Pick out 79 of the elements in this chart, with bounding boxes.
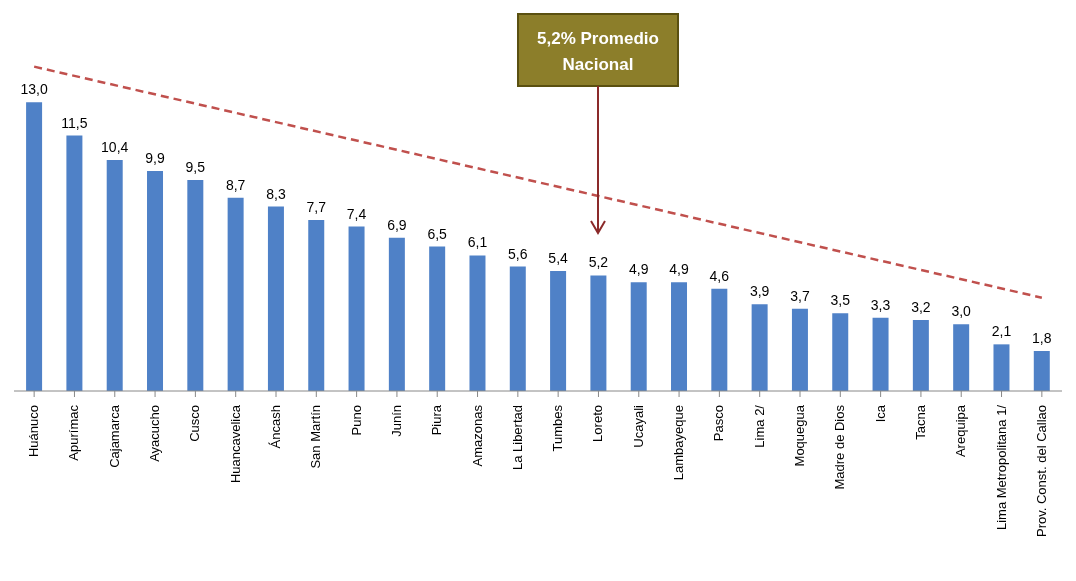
x-tick-label: Pasco xyxy=(711,405,727,442)
data-label: 3,0 xyxy=(951,303,972,320)
data-label: 9,5 xyxy=(185,158,206,175)
bar xyxy=(147,171,164,391)
bar xyxy=(953,324,970,391)
data-label: 11,5 xyxy=(61,114,88,131)
x-tick-label: Puno xyxy=(348,405,364,436)
bar xyxy=(550,271,567,391)
data-label: 3,9 xyxy=(749,283,770,300)
data-label: 9,9 xyxy=(145,150,165,167)
bar xyxy=(509,266,526,391)
data-label: 13,0 xyxy=(20,81,48,98)
x-tick-label: Arequipa xyxy=(953,404,969,458)
x-tick-label: Ayacucho xyxy=(147,405,163,462)
x-tick-label: Áncash xyxy=(268,405,283,449)
bar xyxy=(348,226,365,391)
bar xyxy=(711,288,728,391)
x-tick-label: Ica xyxy=(872,404,888,423)
x-tick-label: Ucayali xyxy=(630,404,646,448)
bar xyxy=(872,317,889,391)
bar xyxy=(630,282,647,391)
bar xyxy=(308,219,325,391)
data-label: 6,5 xyxy=(427,225,448,242)
data-label: 2,1 xyxy=(991,323,1012,340)
data-label: 10,4 xyxy=(101,138,129,155)
x-tick-label: Lima 2/ xyxy=(751,404,767,448)
bar xyxy=(106,159,123,391)
annotation: 5,2% Promedio Nacional xyxy=(537,29,659,74)
x-tick-label: Cajamarca xyxy=(106,404,122,468)
bar xyxy=(227,197,244,391)
data-label: 8,3 xyxy=(266,185,286,202)
bar xyxy=(26,102,43,391)
data-label: 7,7 xyxy=(306,198,327,215)
x-tick-label: Junín xyxy=(388,405,404,437)
x-tick-label: Huánuco xyxy=(26,405,42,458)
bar xyxy=(832,313,849,391)
data-label: 3,3 xyxy=(870,296,891,313)
x-tick-label: Tacna xyxy=(912,404,928,440)
x-tick-label: Madre de Dios xyxy=(832,404,848,490)
x-tick-label: Cusco xyxy=(187,405,203,442)
bar xyxy=(66,135,83,391)
bar xyxy=(267,206,284,391)
x-tick-label: Moquegua xyxy=(792,404,807,467)
x-tick-label: La Libertad xyxy=(509,405,525,471)
bar xyxy=(429,246,446,391)
x-tick-label: Lambayeque xyxy=(671,405,687,481)
data-label: 6,9 xyxy=(387,216,407,233)
data-label: 3,2 xyxy=(911,298,931,315)
data-label: 8,7 xyxy=(225,176,246,193)
data-label: 5,4 xyxy=(548,250,569,267)
data-label: 3,5 xyxy=(830,292,851,309)
x-tick-label: Prov. Const. del Callao xyxy=(1033,405,1049,537)
data-label: 4,9 xyxy=(669,261,689,278)
data-label: 4,6 xyxy=(709,267,730,284)
data-label: 6,1 xyxy=(467,234,488,251)
x-tick-label: Lima Metropolitana 1/ xyxy=(993,404,1009,531)
bar xyxy=(791,308,808,391)
data-label: 7,4 xyxy=(346,205,367,222)
bar xyxy=(1033,351,1050,391)
x-tick-label: San Martín xyxy=(308,405,324,469)
data-label: 5,6 xyxy=(508,245,528,262)
bar xyxy=(671,282,688,391)
x-tick-label: Amazonas xyxy=(469,404,485,467)
bar xyxy=(590,275,607,391)
x-tick-label: Apurímac xyxy=(66,404,82,461)
bar xyxy=(912,319,929,391)
x-tick-label: Huancavelica xyxy=(227,404,243,484)
bar xyxy=(388,237,405,391)
data-label: 3,7 xyxy=(790,287,810,304)
data-label: 4,9 xyxy=(628,261,649,278)
x-tick-label: Tumbes xyxy=(550,404,566,452)
data-label: 1,8 xyxy=(1032,330,1052,347)
bar xyxy=(469,255,486,391)
x-tick-label: Loreto xyxy=(590,405,606,442)
bar xyxy=(751,304,768,391)
bar xyxy=(993,344,1010,391)
data-label: 5,2 xyxy=(588,254,609,271)
x-tick-label: Piura xyxy=(429,404,445,436)
bar xyxy=(187,179,204,391)
